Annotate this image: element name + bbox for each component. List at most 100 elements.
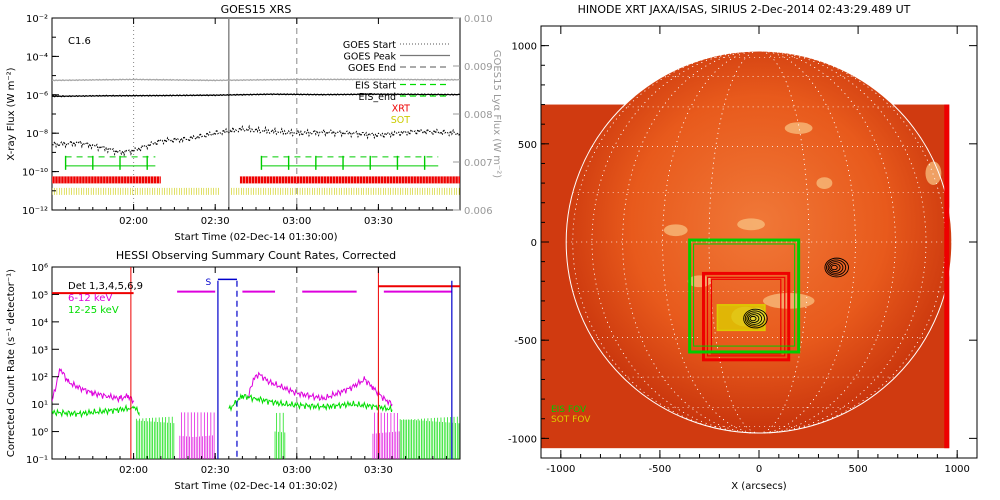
hessi-xlabel: Start Time (02-Dec-14 01:30:02) (174, 481, 337, 492)
goes-xtick-label: 02:30 (201, 216, 230, 227)
xrt-edge (944, 104, 950, 449)
hessi-xtick-label: 02:00 (119, 465, 148, 476)
longitude-line (622, 50, 896, 434)
xrt-coverage-1 (239, 176, 460, 184)
goes-xtick-label: 02:00 (119, 216, 148, 227)
contour-1 (749, 315, 757, 322)
longitude-line (708, 50, 810, 434)
hessi-axes: 02:00 02:30 03:00 03:30 10⁶ 10⁵ 10⁴ 10³ 10² 10¹ 10… (26, 263, 461, 476)
hessi-ytick-label: 10⁰ (31, 428, 48, 439)
bright-region (737, 218, 765, 231)
contour-0 (830, 264, 838, 271)
goes-axes: 02:00 02:30 03:00 03:30 10⁻² 10⁻⁴ 10⁻⁶ 10⁻⁸ 10⁻¹… (22, 14, 493, 227)
goes-ytick-label: 10⁻¹² (22, 206, 48, 217)
hessi-panel: HESSI Observing Summary Count Rates, Cor… (6, 249, 461, 492)
goes-right-tick-label: 0.010 (464, 14, 493, 25)
bright-region (925, 161, 942, 186)
hessi-ylabel: Corrected Count Rate (s⁻¹ detector⁻¹) (6, 269, 17, 457)
hessi-legend-label: 12-25 keV (68, 305, 119, 316)
hessi-legend-label: Det 1,3,4,5,6,9 (68, 281, 143, 292)
xrt-ytick-label: 0 (531, 238, 537, 249)
goes-right-tick-label: 0.007 (464, 158, 493, 169)
xrt-ytick-label: 1000 (512, 42, 537, 53)
xrt-xtick-label: -500 (649, 464, 672, 475)
goes-ytick-label: 10⁻⁶ (26, 91, 48, 102)
xrt-xtick-label: 500 (849, 464, 868, 475)
xrt-xtick-label: 0 (756, 464, 762, 475)
goes-legend-label: SOT (391, 115, 411, 126)
goes-ylabel: X-ray Flux (W m⁻²) (6, 67, 17, 160)
longitude-line (662, 50, 856, 434)
goes-title: GOES15 XRS (221, 3, 292, 16)
contour-1 (748, 314, 760, 324)
goes-right-tick-label: 0.006 (464, 206, 493, 217)
goes-xlabel: Start Time (02-Dec-14 01:30:00) (174, 232, 337, 243)
sun-disk (566, 50, 952, 434)
hessi-ytick-label: 10⁶ (31, 263, 48, 274)
goes-xtick-label: 03:30 (364, 216, 393, 227)
xrt-panel: HINODE XRT JAXA/ISAS, SIRIUS 2-Dec-2014 … (508, 3, 978, 492)
contour-1 (744, 310, 765, 327)
goes-legend-label: EIS_end (359, 92, 396, 103)
goes-ylabel-right: GOES15 Lyα Flux (W m⁻²) (491, 50, 502, 178)
contour-0 (827, 261, 844, 274)
xrt-image-layer (541, 50, 953, 449)
bright-region (663, 224, 688, 237)
hessi-data-layer: S (52, 267, 460, 459)
xrt-ytick-label: -1000 (508, 434, 537, 445)
hessi-title: HESSI Observing Summary Count Rates, Cor… (116, 249, 396, 262)
xrt-ytick-label: -500 (514, 336, 537, 347)
goes-legend-label: GOES End (348, 63, 396, 74)
hessi-xtick-label: 02:30 (201, 465, 230, 476)
eis-fov-inner (693, 243, 796, 347)
hessi-plot-frame (51, 266, 461, 460)
goes-right-tick-label: 0.009 (464, 62, 493, 73)
xrt-title: HINODE XRT JAXA/ISAS, SIRIUS 2-Dec-2014 … (578, 3, 911, 16)
hessi-series-0-1 (247, 371, 393, 407)
goes-ytick-label: 10⁻¹⁰ (22, 168, 48, 179)
fov-box-1 (716, 304, 766, 332)
hessi-ytick-label: 10⁻¹ (26, 455, 48, 466)
hessi-ytick-label: 10² (31, 373, 48, 384)
goes-legend-label: GOES Start (343, 40, 396, 51)
hessi-ytick-label: 10⁴ (31, 318, 48, 329)
goes-ytick-label: 10⁻⁴ (26, 52, 48, 63)
goes-legend-label: GOES Peak (344, 52, 397, 63)
hessi-series-0-0 (52, 368, 135, 405)
hessi-xtick-label: 03:30 (364, 465, 393, 476)
goes-panel: GOES15 XRS 02:00 02:30 03:00 03:30 10⁻² 10⁻⁴ 1… (6, 3, 502, 243)
fov-box-0 (688, 238, 801, 354)
hessi-ytick-label: 10⁵ (31, 290, 48, 301)
contour-1 (743, 308, 768, 329)
goes-right-tick-label: 0.008 (464, 110, 493, 121)
goes-ytick-label: 10⁻² (26, 14, 48, 25)
goes-legend-label: XRT (392, 104, 410, 115)
goes-legend-label: EIS Start (355, 81, 396, 92)
goes-ytick-label: 10⁻⁸ (26, 129, 48, 140)
contour-0 (824, 257, 849, 278)
xrt-axes: -1000 -500 0 500 1000 -1000 -500 0 500 1000 (508, 25, 978, 475)
xrt-xtick-label: 1000 (944, 464, 969, 475)
hessi-ytick-label: 10¹ (31, 400, 48, 411)
xrt-fov-box-0 (702, 271, 791, 362)
hessi-legend-label: 6-12 keV (68, 293, 112, 304)
xrt-coverage-0 (52, 176, 161, 184)
xrt-xlabel: X (arcsecs) (731, 481, 787, 492)
xrt-xtick-label: -1000 (546, 464, 575, 475)
goes-series-0 (52, 93, 460, 98)
contour-1 (746, 312, 763, 325)
goes-annotation: C1.6 (68, 36, 91, 47)
hessi-xtick-label: 03:00 (282, 465, 311, 476)
xrt-legend-label: SOT FOV (551, 415, 591, 425)
xrt-legend-label: EIS FOV (551, 405, 587, 415)
xrt-fov-box-1 (706, 276, 786, 357)
goes-xtick-label: 03:00 (282, 216, 311, 227)
hessi-ytick-label: 10³ (31, 345, 48, 356)
bright-region (784, 122, 813, 134)
hessi-series-1-0 (52, 403, 140, 419)
goes-series-2 (52, 78, 460, 82)
